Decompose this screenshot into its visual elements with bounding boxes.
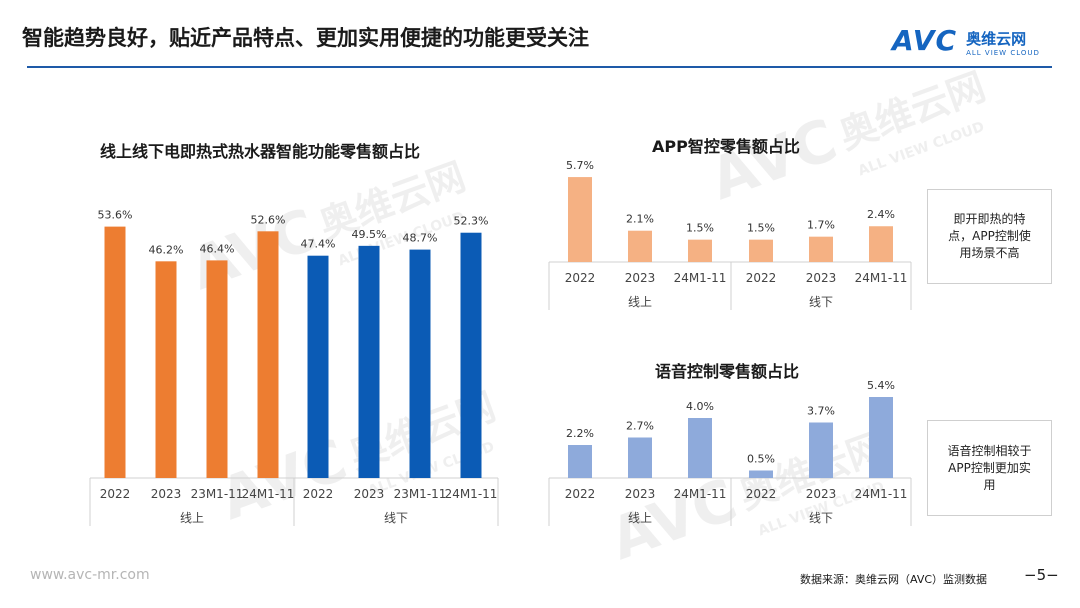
- chart2-group-label: 线下: [809, 295, 833, 309]
- chart3-tick-label: 2023: [806, 487, 837, 501]
- chart3-bar: [809, 422, 833, 478]
- chart1-bar: [206, 260, 228, 478]
- logo-cn: 奥维云网: [966, 30, 1027, 48]
- note-voice: 语音控制相较于APP控制更加实用: [927, 420, 1052, 516]
- chart1-tick-label: 23M1-11: [191, 487, 244, 501]
- chart3-data-label: 2.2%: [566, 427, 594, 440]
- chart3-tick-label: 2023: [625, 487, 656, 501]
- chart1-data-label: 48.7%: [403, 232, 438, 245]
- chart1-data-label: 53.6%: [98, 209, 133, 222]
- chart1-tick-label: 24M1-11: [242, 487, 295, 501]
- chart3-data-label: 0.5%: [747, 453, 775, 466]
- chart3-tick-label: 24M1-11: [855, 487, 908, 501]
- chart2-title: APP智控零售额占比: [652, 137, 800, 156]
- chart2-tick-label: 24M1-11: [674, 271, 727, 285]
- chart1-data-label: 46.2%: [149, 243, 184, 256]
- chart1-tick-label: 2022: [303, 487, 334, 501]
- chart3-bar: [688, 418, 712, 478]
- chart2-data-label: 2.1%: [626, 213, 654, 226]
- chart2-bar: [688, 239, 712, 262]
- website-url: www.avc-mr.com: [30, 567, 150, 583]
- chart1-group-label: 线上: [180, 511, 204, 525]
- chart3-data-label: 5.4%: [867, 379, 895, 392]
- chart1-bar: [155, 261, 177, 478]
- chart1-bar: [257, 231, 279, 478]
- chart1-tick-label: 2022: [100, 487, 131, 501]
- chart1-bar: [358, 245, 380, 478]
- chart1-tick-label: 2023: [354, 487, 385, 501]
- chart1-bar: [409, 249, 431, 478]
- chart3-tick-label: 2022: [565, 487, 596, 501]
- chart1-data-label: 47.4%: [301, 238, 336, 251]
- chart2-data-label: 1.7%: [807, 219, 835, 232]
- chart2-data-label: 1.5%: [686, 222, 714, 235]
- chart1-bar: [104, 226, 126, 478]
- chart2-tick-label: 24M1-11: [855, 271, 908, 285]
- header-divider: [27, 66, 1052, 68]
- chart3-bar: [749, 470, 773, 478]
- chart2-group-label: 线上: [628, 295, 652, 309]
- note-app: 即开即热的特点，APP控制使用场景不高: [927, 189, 1052, 284]
- chart3-data-label: 4.0%: [686, 400, 714, 413]
- chart3-group-label: 线下: [809, 511, 833, 525]
- chart1-tick-label: 2023: [151, 487, 182, 501]
- chart3-tick-label: 2022: [746, 487, 777, 501]
- chart1-bar: [460, 232, 482, 478]
- chart1-tick-label: 23M1-11: [394, 487, 447, 501]
- chart3-tick-label: 24M1-11: [674, 487, 727, 501]
- note-voice-text: 语音控制相较于APP控制更加实用: [947, 443, 1032, 492]
- chart3-group-label: 线上: [628, 511, 652, 525]
- chart2-bar: [568, 177, 592, 262]
- logo-en: ALL VIEW CLOUD: [966, 49, 1040, 57]
- chart1-tick-label: 24M1-11: [445, 487, 498, 501]
- chart1-data-label: 52.3%: [454, 215, 489, 228]
- chart3-bar: [628, 437, 652, 478]
- chart2-data-label: 1.5%: [747, 222, 775, 235]
- logo-mark: AVC: [892, 24, 957, 57]
- chart1-data-label: 49.5%: [352, 228, 387, 241]
- note-app-text: 即开即热的特点，APP控制使用场景不高: [948, 212, 1031, 260]
- chart2-bar: [628, 230, 652, 262]
- chart2-tick-label: 2022: [565, 271, 596, 285]
- chart2-bar: [809, 236, 833, 262]
- chart2-data-label: 2.4%: [867, 208, 895, 221]
- data-source: 数据来源：奥维云网（AVC）监测数据: [800, 573, 988, 586]
- chart3-bar: [568, 445, 592, 478]
- chart1-group-label: 线下: [384, 511, 408, 525]
- chart3-data-label: 3.7%: [807, 405, 835, 418]
- chart2-bar: [869, 226, 893, 262]
- chart2-tick-label: 2023: [625, 271, 656, 285]
- chart1-bar: [307, 255, 329, 478]
- page-number: −5−: [1024, 566, 1059, 584]
- chart1-data-label: 46.4%: [200, 242, 235, 255]
- page-title: 智能趋势良好，贴近产品特点、更加实用便捷的功能更受关注: [22, 26, 589, 50]
- chart3-data-label: 2.7%: [626, 420, 654, 433]
- chart3-bar: [869, 397, 893, 478]
- chart2-tick-label: 2023: [806, 271, 837, 285]
- chart2-tick-label: 2022: [746, 271, 777, 285]
- avc-logo: AVC 奥维云网 ALL VIEW CLOUD: [892, 24, 1040, 57]
- chart2-bar: [749, 239, 773, 262]
- chart1-title: 线上线下电即热式热水器智能功能零售额占比: [100, 142, 421, 161]
- chart2-data-label: 5.7%: [566, 159, 594, 172]
- chart1-data-label: 52.6%: [251, 213, 286, 226]
- chart3-title: 语音控制零售额占比: [655, 362, 800, 381]
